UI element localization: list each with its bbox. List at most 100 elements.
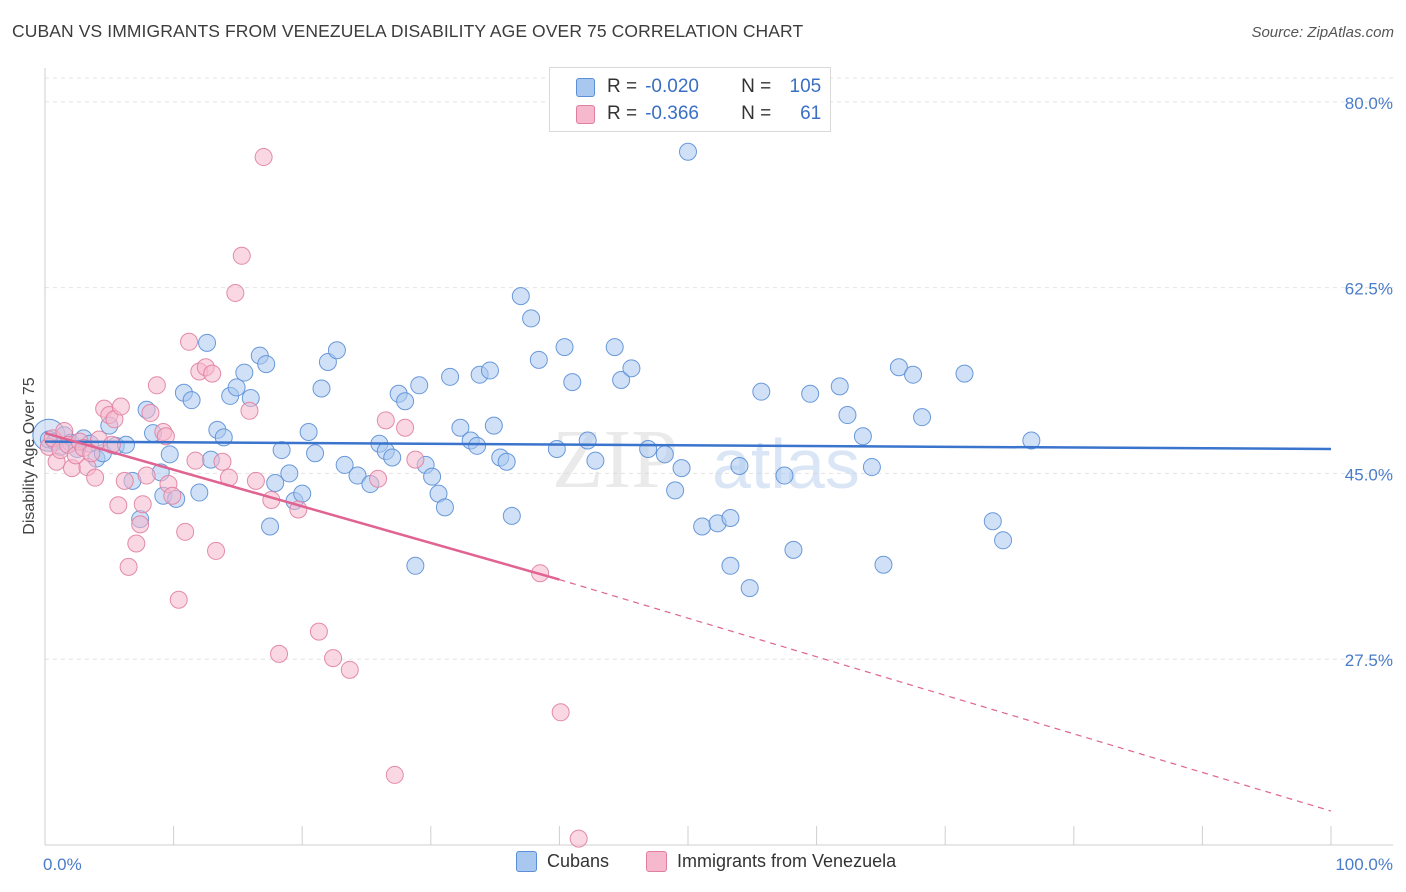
axes: [44, 68, 1393, 846]
data-point: [740, 579, 759, 598]
r-label: R =: [607, 103, 638, 124]
data-point: [830, 377, 849, 396]
n-value: 105: [789, 76, 822, 97]
data-point: [547, 440, 566, 459]
data-point: [889, 358, 908, 377]
data-point: [369, 469, 388, 488]
data-point: [655, 445, 674, 464]
pink-swatch: [576, 104, 595, 124]
data-point: [451, 418, 470, 437]
data-point: [261, 517, 280, 536]
data-point: [622, 359, 641, 378]
data-point: [160, 445, 179, 464]
data-point: [340, 660, 359, 679]
data-point: [270, 644, 289, 663]
data-point: [293, 484, 312, 503]
data-point: [410, 376, 429, 395]
data-point: [176, 522, 195, 541]
data-point: [306, 444, 325, 463]
data-point: [441, 367, 460, 386]
data-point: [721, 556, 740, 575]
cubans-trendline: [44, 440, 1332, 451]
data-point: [555, 338, 574, 357]
y-axis-label: Disability Age Over 75: [21, 377, 38, 535]
data-point: [862, 458, 881, 477]
data-point: [266, 473, 285, 492]
data-point: [82, 444, 101, 463]
n-label: N =: [741, 103, 772, 124]
venezuela-points: [39, 148, 588, 848]
data-point: [801, 384, 820, 403]
data-point: [775, 466, 794, 485]
data-point: [563, 373, 582, 392]
data-point: [406, 556, 425, 575]
blue-swatch: [576, 77, 595, 97]
data-point: [186, 451, 205, 470]
data-point: [784, 540, 803, 559]
data-point: [280, 464, 299, 483]
data-point: [752, 382, 771, 401]
data-point: [198, 333, 217, 352]
data-point: [994, 531, 1013, 550]
data-point: [169, 590, 188, 609]
data-point: [327, 341, 346, 360]
chart-title: CUBAN VS IMMIGRANTS FROM VENEZUELA DISAB…: [12, 21, 804, 41]
x-tick-label: 100.0%: [1335, 855, 1393, 874]
data-point: [235, 363, 254, 382]
legend-label: Cubans: [547, 851, 610, 871]
data-point: [272, 441, 291, 460]
data-point: [203, 364, 222, 383]
legend-label: Immigrants from Venezuela: [677, 851, 897, 871]
venezuela-trendline-extension: [559, 579, 1332, 812]
r-value: -0.366: [645, 103, 699, 124]
data-point: [190, 483, 209, 502]
data-point: [838, 406, 857, 425]
data-point: [348, 466, 367, 485]
trend-lines: [44, 431, 1332, 812]
data-point: [406, 450, 425, 469]
n-label: N =: [741, 76, 772, 97]
data-point: [227, 378, 246, 397]
data-point: [693, 517, 712, 536]
data-point: [109, 496, 128, 515]
data-point: [672, 459, 691, 478]
venezuela-trendline: [44, 431, 560, 581]
source-label: Source: ZipAtlas.com: [1251, 24, 1394, 41]
x-tick-label: 0.0%: [43, 855, 82, 874]
data-point: [578, 431, 597, 450]
legend-item-venezuela: Immigrants from Venezuela: [646, 851, 896, 872]
data-point: [257, 355, 276, 374]
data-point: [502, 506, 521, 525]
data-point: [309, 622, 328, 641]
data-point: [605, 338, 624, 357]
data-point: [480, 361, 499, 380]
data-point: [396, 392, 415, 411]
data-point: [127, 534, 146, 553]
legend-item-cubans: Cubans: [516, 851, 609, 872]
data-point: [983, 512, 1002, 531]
data-point: [586, 451, 605, 470]
data-point: [522, 309, 541, 328]
data-point: [468, 436, 487, 455]
data-point: [497, 452, 516, 471]
data-point: [423, 467, 442, 486]
series-legend: Cubans Immigrants from Venezuela: [0, 851, 1406, 877]
data-point: [86, 468, 105, 487]
correlation-legend: R = -0.020 N = 105 R = -0.366 N = 61: [549, 67, 831, 132]
data-point: [484, 416, 503, 435]
legend-row-cubans: R = -0.020 N = 105: [576, 75, 821, 99]
watermark: ZIP atlas: [552, 413, 860, 506]
data-point: [324, 649, 343, 668]
watermark-zip: ZIP: [552, 413, 678, 506]
data-point: [511, 287, 530, 306]
data-point: [119, 557, 138, 576]
tick-labels: 27.5% 45.0% 62.5% 80.0% 0.0% 100.0%: [43, 94, 1393, 874]
data-point: [141, 403, 160, 422]
y-tick-label: 80.0%: [1345, 94, 1393, 113]
data-point: [639, 440, 658, 459]
data-point: [569, 829, 588, 848]
y-tick-label: 27.5%: [1345, 651, 1393, 670]
data-point: [240, 401, 259, 420]
data-point: [131, 515, 150, 534]
